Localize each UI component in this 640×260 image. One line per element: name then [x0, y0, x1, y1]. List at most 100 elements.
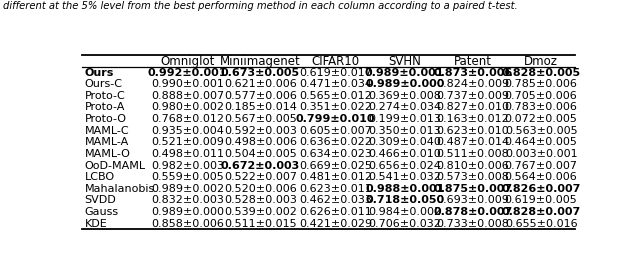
Text: 0.980±0.002: 0.980±0.002	[151, 102, 224, 113]
Text: Patent: Patent	[454, 55, 492, 68]
Text: 0.623±0.010: 0.623±0.010	[436, 126, 509, 136]
Text: Omniglot: Omniglot	[161, 55, 215, 68]
Text: Gauss: Gauss	[84, 207, 118, 217]
Text: 0.873±0.006: 0.873±0.006	[433, 68, 513, 78]
Text: OoD-MAML: OoD-MAML	[84, 160, 145, 171]
Text: MAML-A: MAML-A	[84, 137, 129, 147]
Text: 0.693±0.009: 0.693±0.009	[436, 195, 509, 205]
Text: 0.498±0.011: 0.498±0.011	[151, 149, 224, 159]
Text: 0.592±0.003: 0.592±0.003	[224, 126, 297, 136]
Text: 0.989±0.001: 0.989±0.001	[365, 68, 445, 78]
Text: Proto-C: Proto-C	[84, 91, 125, 101]
Text: different at the 5% level from the best performing method in each column accordi: different at the 5% level from the best …	[3, 1, 518, 11]
Text: 0.832±0.003: 0.832±0.003	[151, 195, 224, 205]
Text: 0.565±0.012: 0.565±0.012	[299, 91, 372, 101]
Text: 0.522±0.007: 0.522±0.007	[224, 172, 297, 182]
Text: 0.634±0.023: 0.634±0.023	[299, 149, 372, 159]
Text: 0.466±0.010: 0.466±0.010	[369, 149, 441, 159]
Text: Dmoz: Dmoz	[524, 55, 558, 68]
Text: 0.826±0.007: 0.826±0.007	[501, 184, 581, 194]
Text: 0.990±0.001: 0.990±0.001	[151, 79, 224, 89]
Text: 0.875±0.007: 0.875±0.007	[433, 184, 513, 194]
Text: 0.989±0.000: 0.989±0.000	[365, 79, 444, 89]
Text: 0.577±0.006: 0.577±0.006	[224, 91, 297, 101]
Text: KDE: KDE	[84, 219, 108, 229]
Text: Ours-C: Ours-C	[84, 79, 122, 89]
Text: 0.878±0.007: 0.878±0.007	[433, 207, 513, 217]
Text: 0.984±0.002: 0.984±0.002	[368, 207, 442, 217]
Text: 0.520±0.006: 0.520±0.006	[224, 184, 297, 194]
Text: 0.935±0.004: 0.935±0.004	[151, 126, 224, 136]
Text: 0.573±0.008: 0.573±0.008	[436, 172, 509, 182]
Text: 0.824±0.009: 0.824±0.009	[436, 79, 509, 89]
Text: Proto-O: Proto-O	[84, 114, 127, 124]
Text: 0.567±0.005: 0.567±0.005	[224, 114, 297, 124]
Text: 0.421±0.029: 0.421±0.029	[299, 219, 372, 229]
Text: 0.605±0.007: 0.605±0.007	[299, 126, 372, 136]
Text: 0.626±0.011: 0.626±0.011	[299, 207, 372, 217]
Text: 0.828±0.007: 0.828±0.007	[502, 207, 580, 217]
Text: Ours: Ours	[84, 68, 114, 78]
Text: 0.733±0.008: 0.733±0.008	[436, 219, 509, 229]
Text: 0.504±0.005: 0.504±0.005	[224, 149, 297, 159]
Text: 0.309±0.040: 0.309±0.040	[368, 137, 441, 147]
Text: 0.768±0.012: 0.768±0.012	[151, 114, 224, 124]
Text: 0.199±0.013: 0.199±0.013	[368, 114, 441, 124]
Text: 0.785±0.006: 0.785±0.006	[505, 79, 577, 89]
Text: Miniimagenet: Miniimagenet	[220, 55, 301, 68]
Text: 0.655±0.016: 0.655±0.016	[505, 219, 577, 229]
Text: 0.989±0.000: 0.989±0.000	[151, 207, 224, 217]
Text: 0.511±0.015: 0.511±0.015	[224, 219, 297, 229]
Text: 0.992±0.001: 0.992±0.001	[148, 68, 227, 78]
Text: 0.559±0.005: 0.559±0.005	[151, 172, 224, 182]
Text: 0.350±0.013: 0.350±0.013	[369, 126, 441, 136]
Text: 0.481±0.012: 0.481±0.012	[299, 172, 372, 182]
Text: 0.528±0.003: 0.528±0.003	[224, 195, 297, 205]
Text: 0.989±0.002: 0.989±0.002	[151, 184, 224, 194]
Text: 0.564±0.006: 0.564±0.006	[505, 172, 577, 182]
Text: 0.706±0.032: 0.706±0.032	[368, 219, 441, 229]
Text: 0.827±0.010: 0.827±0.010	[436, 102, 509, 113]
Text: 0.003±0.001: 0.003±0.001	[505, 149, 577, 159]
Text: 0.539±0.002: 0.539±0.002	[224, 207, 297, 217]
Text: 0.783±0.006: 0.783±0.006	[505, 102, 577, 113]
Text: 0.369±0.008: 0.369±0.008	[368, 91, 441, 101]
Text: 0.185±0.014: 0.185±0.014	[224, 102, 297, 113]
Text: 0.072±0.005: 0.072±0.005	[505, 114, 577, 124]
Text: 0.718±0.050: 0.718±0.050	[365, 195, 444, 205]
Text: LCBO: LCBO	[84, 172, 115, 182]
Text: MAML-O: MAML-O	[84, 149, 131, 159]
Text: 0.888±0.007: 0.888±0.007	[151, 91, 224, 101]
Text: 0.464±0.005: 0.464±0.005	[505, 137, 577, 147]
Text: 0.737±0.009: 0.737±0.009	[436, 91, 509, 101]
Text: 0.636±0.022: 0.636±0.022	[299, 137, 372, 147]
Text: 0.810±0.006: 0.810±0.006	[436, 160, 509, 171]
Text: 0.858±0.006: 0.858±0.006	[151, 219, 224, 229]
Text: CIFAR10: CIFAR10	[311, 55, 360, 68]
Text: SVDD: SVDD	[84, 195, 116, 205]
Text: 0.619±0.005: 0.619±0.005	[505, 195, 577, 205]
Text: 0.669±0.025: 0.669±0.025	[299, 160, 372, 171]
Text: 0.471±0.034: 0.471±0.034	[299, 79, 372, 89]
Text: 0.799±0.010: 0.799±0.010	[296, 114, 375, 124]
Text: 0.521±0.009: 0.521±0.009	[151, 137, 224, 147]
Text: 0.462±0.033: 0.462±0.033	[299, 195, 372, 205]
Text: 0.673±0.005: 0.673±0.005	[221, 68, 300, 78]
Text: 0.541±0.032: 0.541±0.032	[368, 172, 441, 182]
Text: 0.982±0.003: 0.982±0.003	[151, 160, 224, 171]
Text: 0.619±0.017: 0.619±0.017	[299, 68, 372, 78]
Text: 0.274±0.034: 0.274±0.034	[368, 102, 442, 113]
Text: 0.623±0.011: 0.623±0.011	[299, 184, 372, 194]
Text: 0.656±0.024: 0.656±0.024	[368, 160, 441, 171]
Text: 0.705±0.006: 0.705±0.006	[505, 91, 577, 101]
Text: Proto-A: Proto-A	[84, 102, 125, 113]
Text: 0.498±0.006: 0.498±0.006	[224, 137, 297, 147]
Text: 0.163±0.012: 0.163±0.012	[436, 114, 509, 124]
Text: 0.487±0.014: 0.487±0.014	[436, 137, 509, 147]
Text: 0.563±0.005: 0.563±0.005	[505, 126, 577, 136]
Text: SVHN: SVHN	[388, 55, 421, 68]
Text: 0.351±0.022: 0.351±0.022	[299, 102, 372, 113]
Text: 0.828±0.005: 0.828±0.005	[502, 68, 580, 78]
Text: MAML-C: MAML-C	[84, 126, 129, 136]
Text: 0.621±0.006: 0.621±0.006	[224, 79, 297, 89]
